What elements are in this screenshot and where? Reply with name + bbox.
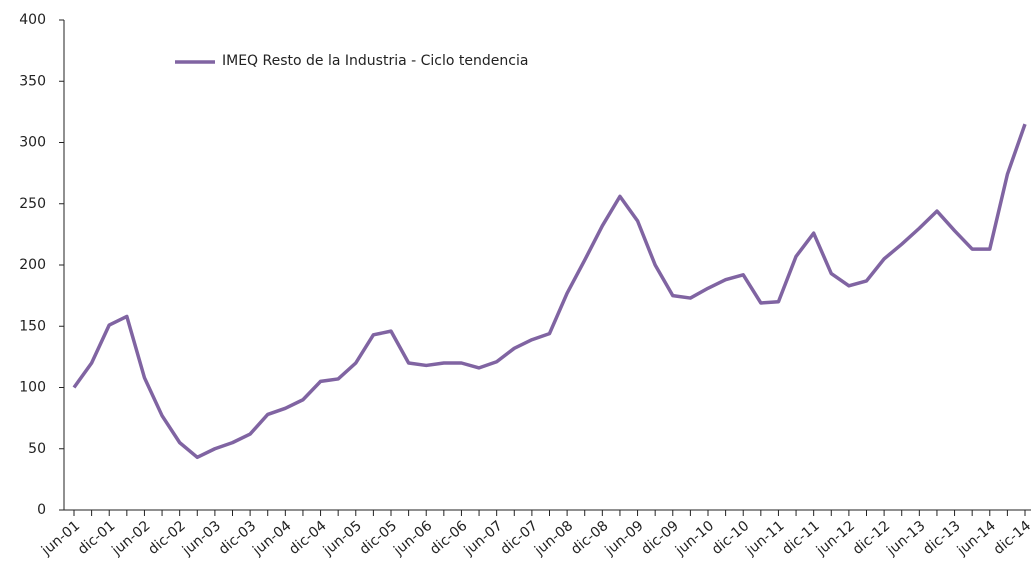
x-tick-label: jun-08 — [531, 518, 576, 560]
y-tick-label: 350 — [19, 73, 46, 89]
x-tick-label: jun-04 — [249, 518, 294, 560]
x-tick-label: jun-06 — [390, 518, 435, 560]
x-tick-label: jun-03 — [179, 518, 224, 560]
x-tick-label: dic-07 — [498, 518, 541, 558]
x-tick-label: dic-14 — [991, 518, 1033, 558]
x-tick-label: jun-05 — [320, 518, 365, 560]
y-tick-label: 0 — [37, 502, 46, 518]
y-tick-label: 250 — [19, 196, 46, 212]
y-tick-label: 50 — [28, 441, 46, 457]
y-tick-label: 400 — [19, 12, 46, 28]
x-tick-label: jun-02 — [108, 518, 153, 560]
x-tick-label: dic-09 — [638, 518, 681, 558]
x-tick-label: dic-03 — [216, 518, 259, 558]
x-tick-label: jun-01 — [38, 518, 83, 560]
legend-label: IMEQ Resto de la Industria - Ciclo tende… — [222, 53, 528, 69]
y-tick-label: 150 — [19, 318, 46, 334]
x-tick-label: dic-04 — [286, 518, 330, 558]
y-tick-label: 100 — [19, 380, 46, 396]
x-tick-label: jun-14 — [954, 518, 999, 560]
x-tick-label: jun-12 — [813, 518, 858, 560]
y-tick-label: 200 — [19, 257, 46, 273]
x-tick-label: jun-13 — [883, 518, 928, 560]
y-tick-label: 300 — [19, 135, 46, 151]
x-tick-label: dic-05 — [357, 518, 400, 558]
x-tick-label: dic-02 — [145, 518, 188, 558]
x-tick-label: dic-13 — [920, 518, 963, 558]
x-tick-label: dic-11 — [779, 518, 822, 558]
series-line — [72, 123, 1027, 460]
x-tick-label: dic-01 — [75, 518, 118, 558]
x-tick-label: jun-09 — [602, 518, 647, 560]
x-tick-label: jun-07 — [461, 518, 506, 560]
x-tick-label: dic-10 — [709, 518, 752, 558]
x-tick-label: jun-10 — [672, 518, 717, 560]
x-tick-label: jun-11 — [742, 518, 787, 560]
x-tick-label: dic-12 — [850, 518, 893, 558]
x-tick-label: dic-06 — [427, 518, 471, 558]
x-tick-label: dic-08 — [568, 518, 611, 558]
